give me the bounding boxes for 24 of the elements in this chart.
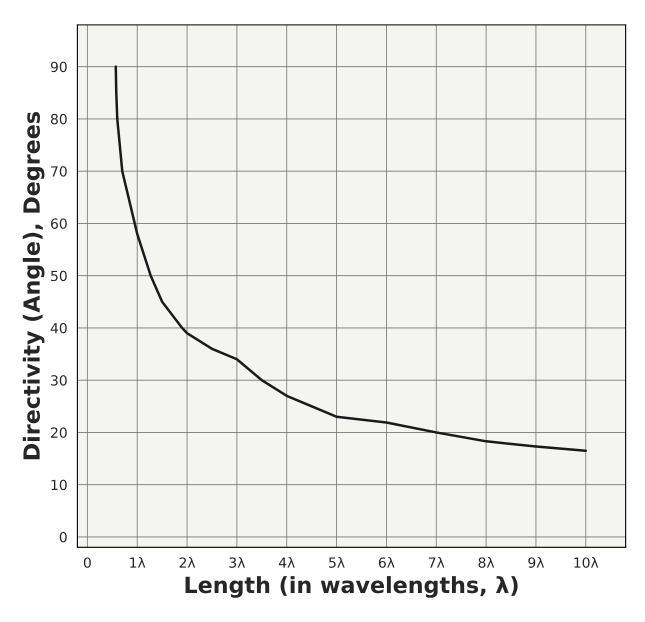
x-tick-label: 10λ [574,557,598,568]
y-tick-label: 60 [50,218,67,229]
y-tick-label: 70 [51,166,67,177]
y-tick-label: 10 [52,480,67,490]
x-axis-title: Length (in wavelengths, λ) [186,576,518,598]
x-tick-label: 8λ [478,557,494,568]
y-tick-label: 80 [50,114,67,124]
x-tick-label: 3λ [229,557,246,568]
line-series [114,65,588,452]
y-tick-label: 40 [50,322,67,334]
y-axis-title: Directivity (Angle), Degrees [22,112,44,460]
x-tick-label: 1λ [130,557,146,568]
x-tick-label: 9λ [528,557,544,568]
x-tick-label: 2λ [180,557,196,568]
y-tick-label: 90 [50,62,67,72]
y-tick-label: 20 [51,427,67,438]
x-tick-label: 5λ [329,557,345,568]
x-tick-label: 7λ [428,557,444,568]
y-tick-label: 50 [51,270,67,282]
x-tick-label: 0 [84,557,91,568]
y-tick-label: 0 [60,532,67,542]
y-tick-label: 30 [51,375,67,386]
x-tick-label: 4λ [278,557,295,568]
x-tick-label: 6λ [378,557,395,568]
